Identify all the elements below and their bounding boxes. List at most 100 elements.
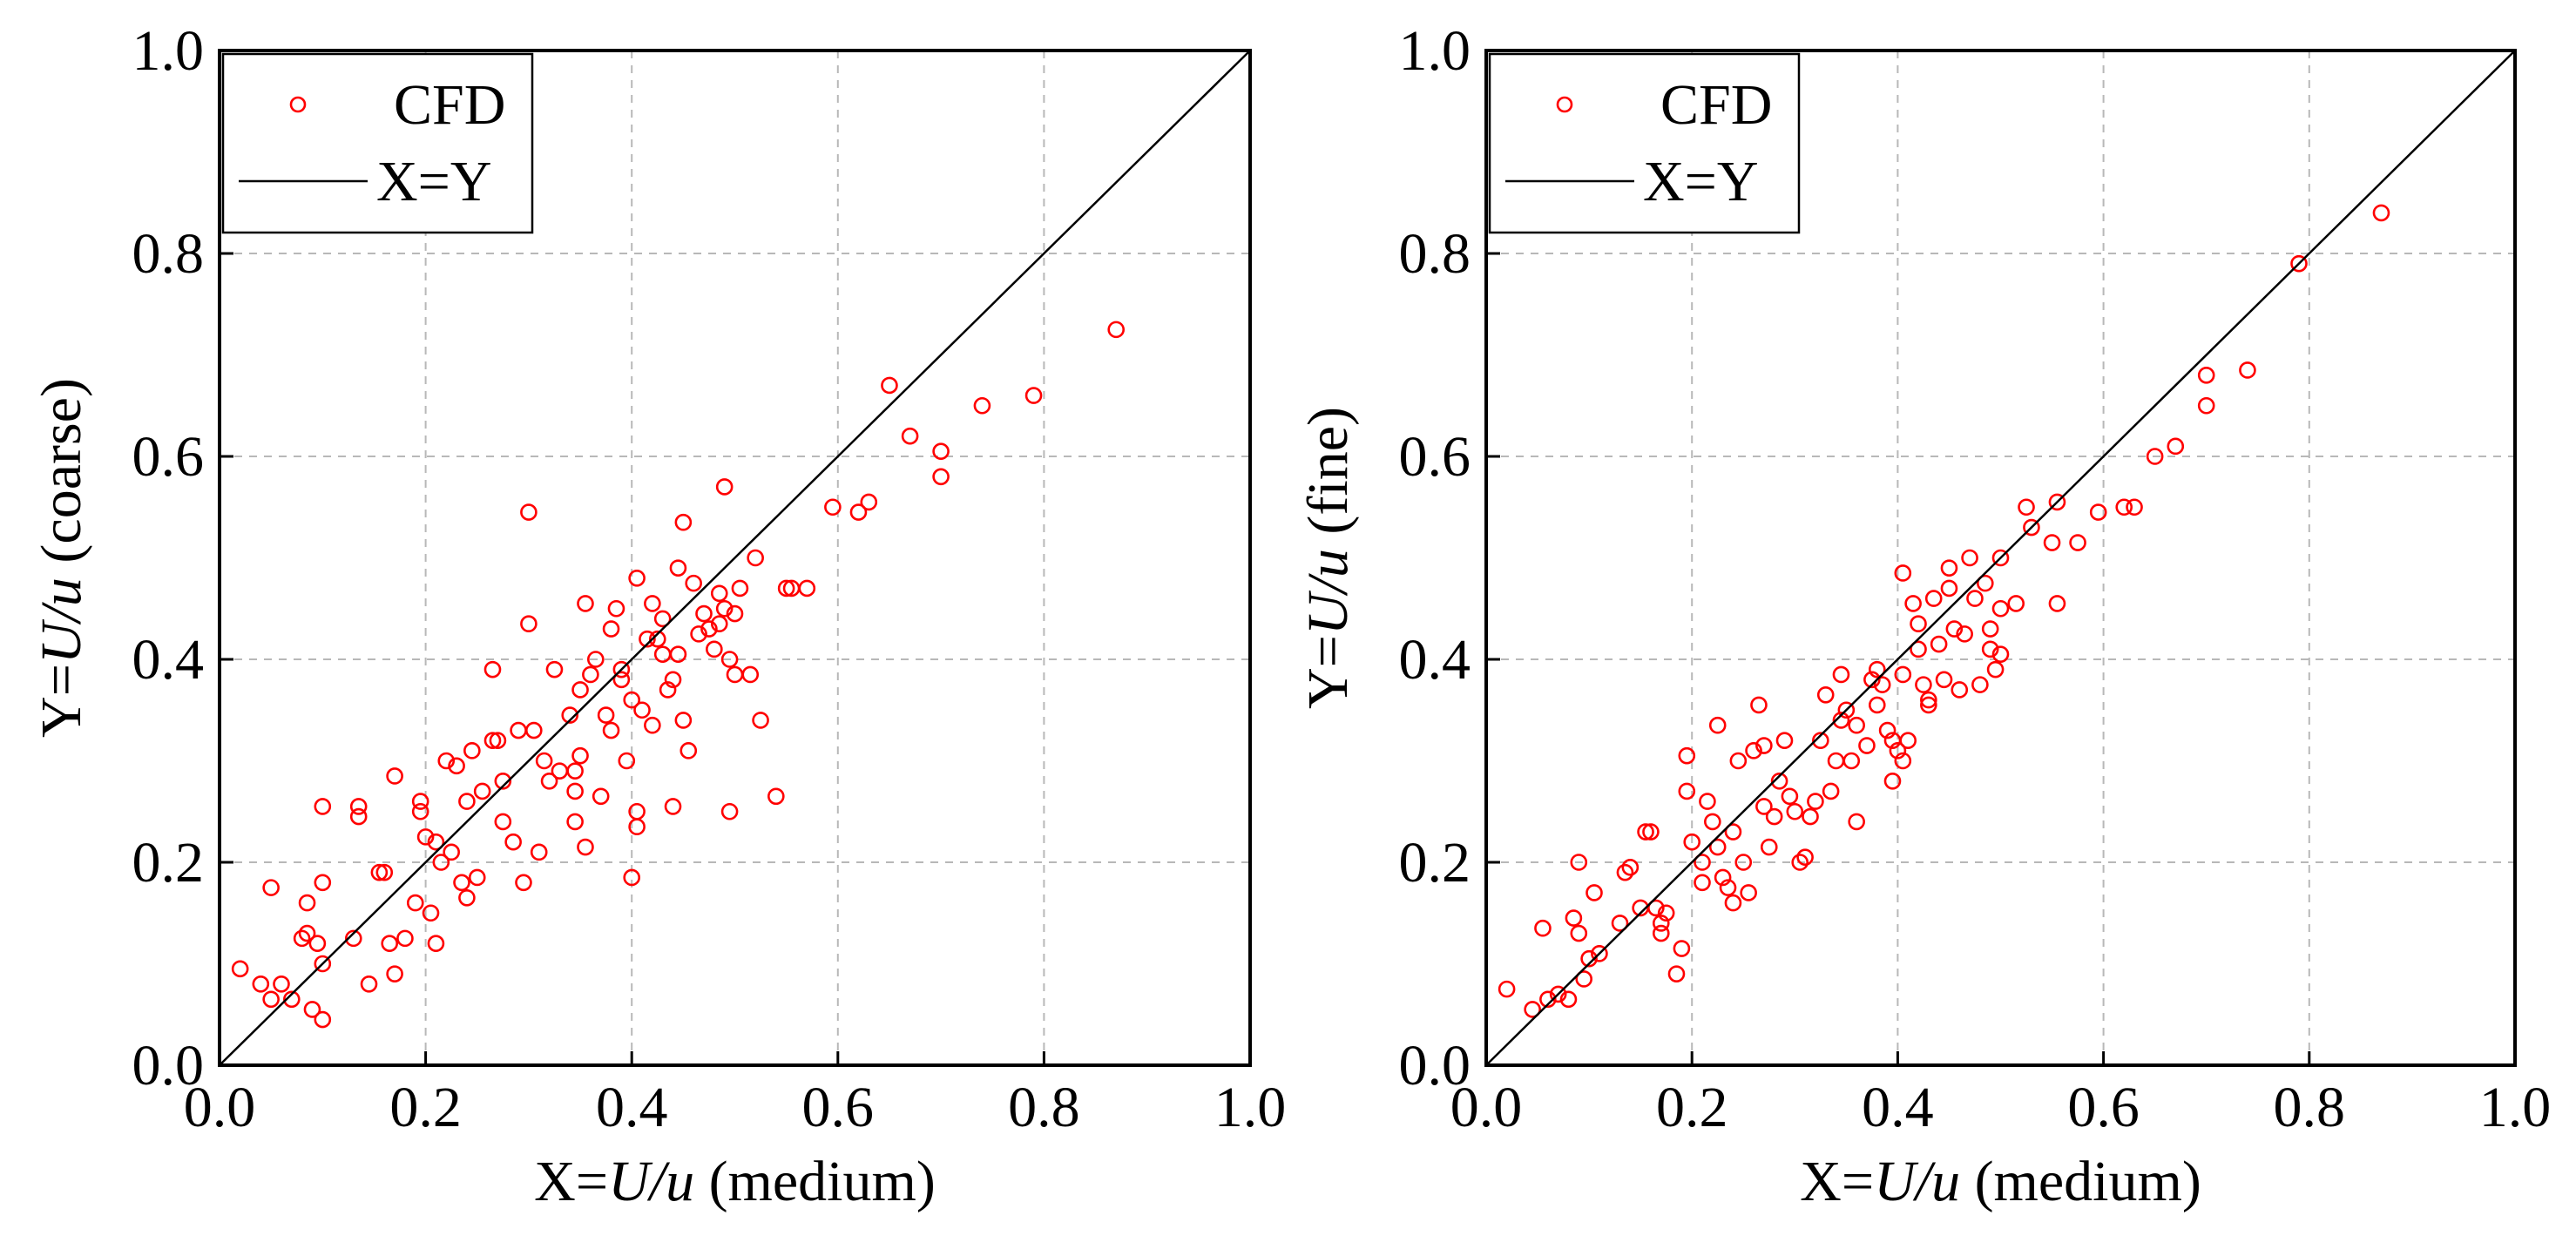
cfd-point — [1802, 807, 1819, 826]
cfd-point — [453, 874, 470, 892]
cfd-point — [695, 604, 713, 623]
cfd-point — [1924, 590, 1943, 607]
y-tick-label: 0.0 — [132, 1034, 205, 1097]
cfd-point — [1791, 854, 1809, 871]
cfd-point — [1580, 949, 1598, 968]
cfd-point — [741, 665, 760, 684]
cfd-point — [685, 574, 702, 592]
cfd-point — [653, 610, 672, 628]
cfd-point — [1920, 691, 1937, 709]
legend-label-xy: X=Y — [1643, 150, 1759, 213]
cfd-point — [2048, 595, 2066, 612]
y-axis-title: Y=U/u (fine) — [1296, 407, 1360, 709]
cfd-point — [571, 746, 589, 765]
cfd-point — [262, 990, 280, 1009]
cfd-point — [669, 559, 687, 577]
cfd-point — [1827, 752, 1845, 770]
cfd-point — [483, 732, 502, 750]
cfd-point — [468, 868, 486, 887]
cfd-point — [1559, 990, 1578, 1009]
cfd-point — [1724, 823, 1742, 841]
cfd-point — [571, 681, 589, 699]
cfd-point — [1910, 640, 1927, 658]
cfd-point — [349, 798, 368, 815]
cfd-point — [1945, 620, 1964, 638]
cfd-point — [1549, 985, 1567, 1003]
cfd-point — [577, 838, 594, 856]
cfd-point — [1832, 665, 1850, 684]
cfd-point — [1971, 676, 1989, 693]
x-tick-label: 0.0 — [1450, 1076, 1523, 1139]
cfd-point — [535, 752, 553, 770]
cfd-point — [1873, 676, 1891, 693]
x-axis-title: X=U/u (medium) — [1800, 1150, 2201, 1213]
cfd-point — [731, 579, 749, 597]
cfd-point — [849, 503, 868, 521]
cfd-point — [726, 665, 744, 684]
x-tick-label: 0.2 — [389, 1076, 462, 1139]
cfd-point — [664, 798, 682, 815]
cfd-point — [349, 807, 368, 826]
cfd-point — [602, 620, 620, 638]
cfd-point — [752, 712, 769, 729]
cfd-point — [1858, 737, 1876, 754]
y-tick-label: 1.0 — [132, 19, 205, 83]
chart-coarse: 0.0 0.2 0.4 0.6 0.8 1.0 0.0 0.2 0.4 0.6 0.8 1.0 CF… — [30, 19, 1286, 1213]
cfd-point — [973, 396, 991, 415]
cfd-point — [1951, 681, 1969, 699]
cfd-point — [726, 604, 744, 623]
cfd-point — [422, 904, 440, 922]
cfd-point — [798, 579, 816, 597]
cfd-point — [1781, 787, 1799, 806]
cfd-point — [1837, 701, 1856, 719]
cfd-point — [1775, 732, 1794, 750]
cfd-point — [494, 772, 512, 790]
cfd-point — [386, 965, 403, 982]
cfd-point — [1961, 549, 1978, 567]
x-tick-label: 1.0 — [2479, 1076, 2552, 1139]
cfd-point — [314, 874, 332, 892]
cfd-point — [1652, 924, 1670, 942]
cfd-point — [2069, 534, 2086, 551]
cfd-point — [715, 599, 734, 618]
cfd-point — [607, 599, 625, 618]
cfd-point — [1976, 574, 1994, 592]
cfd-point — [1832, 712, 1850, 729]
cfd-point — [1868, 660, 1886, 679]
cfd-point — [901, 427, 919, 445]
chart-fine: 0.0 0.2 0.4 0.6 0.8 1.0 0.0 0.2 0.4 0.6 0.8 1.0 CF… — [1296, 19, 2551, 1213]
cfd-point — [1637, 823, 1654, 841]
cfd-point — [1956, 625, 1973, 643]
cfd-point — [932, 442, 950, 460]
cfd-point — [1704, 813, 1721, 831]
legend-marker-cfd — [289, 96, 307, 113]
cfd-point — [1724, 894, 1742, 912]
cfd-point — [767, 787, 785, 806]
cfd-point — [1935, 671, 1953, 689]
identity-line — [1485, 50, 2516, 1066]
cfd-point — [1848, 813, 1865, 831]
legend: CFD X=Y — [1488, 52, 1801, 234]
cfd-point — [483, 660, 502, 679]
cfd-point — [566, 813, 584, 831]
cfd-point — [1940, 579, 1958, 597]
cfd-point — [515, 874, 532, 892]
cfd-point — [612, 671, 631, 689]
cfd-point — [510, 721, 527, 739]
cfd-point — [623, 868, 641, 887]
cfd-point — [432, 854, 450, 871]
cfd-point — [273, 976, 290, 993]
cfd-point — [1714, 868, 1732, 887]
cfd-point — [1889, 742, 1907, 760]
y-tick-label: 0.4 — [1399, 628, 1471, 692]
cfd-point — [1842, 752, 1861, 770]
cfd-point — [2239, 361, 2256, 379]
cfd-point — [283, 990, 301, 1009]
cfd-point — [396, 929, 414, 948]
cfd-point — [494, 813, 512, 831]
cfd-point — [2018, 498, 2035, 516]
cfd-point — [1591, 945, 1608, 962]
cfd-point — [1755, 737, 1773, 754]
cfd-point — [308, 935, 327, 952]
